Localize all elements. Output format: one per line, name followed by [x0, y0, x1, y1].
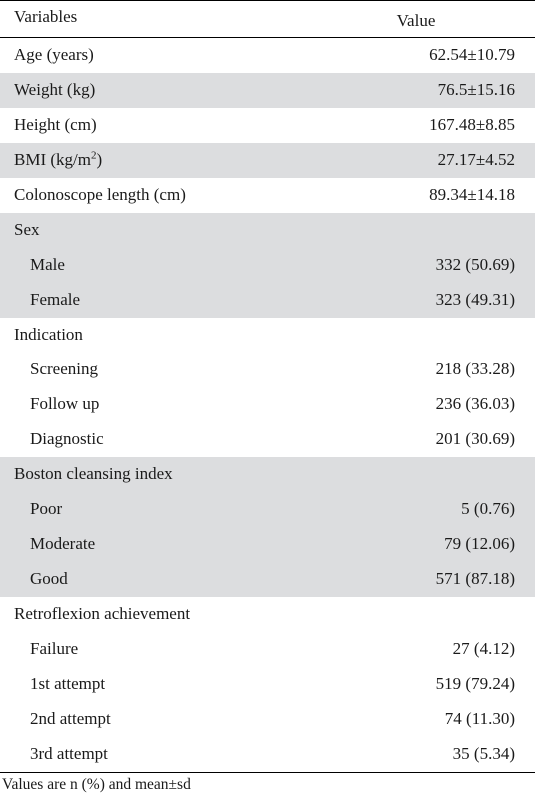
value-cell: 79 (12.06): [337, 527, 535, 562]
variable-label: Female: [0, 283, 337, 318]
col-header-variables: Variables: [0, 1, 337, 38]
value-cell: [337, 318, 535, 353]
variable-label: Height (cm): [0, 108, 337, 143]
value-cell: 236 (36.03): [337, 387, 535, 422]
value-cell: 74 (11.30): [337, 702, 535, 737]
table-row: Poor5 (0.76): [0, 492, 535, 527]
variable-label: Male: [0, 248, 337, 283]
value-cell: 27 (4.12): [337, 632, 535, 667]
value-cell: 76.5±15.16: [337, 73, 535, 108]
group-header-row: Indication: [0, 318, 535, 353]
group-header-row: Boston cleansing index: [0, 457, 535, 492]
variable-label: Moderate: [0, 527, 337, 562]
variable-label: Weight (kg): [0, 73, 337, 108]
variable-label: 1st attempt: [0, 667, 337, 702]
variable-label: Age (years): [0, 38, 337, 73]
variable-label: 3rd attempt: [0, 737, 337, 772]
table-row: 2nd attempt74 (11.30): [0, 702, 535, 737]
value-cell: [337, 213, 535, 248]
variable-label: Poor: [0, 492, 337, 527]
table-row: Follow up236 (36.03): [0, 387, 535, 422]
col-header-value: Value: [337, 1, 535, 38]
table-row: Screening218 (33.28): [0, 352, 535, 387]
value-cell: [337, 597, 535, 632]
value-cell: 218 (33.28): [337, 352, 535, 387]
table-header-row: Variables Value: [0, 1, 535, 38]
table-row: 3rd attempt35 (5.34): [0, 737, 535, 772]
variable-label: BMI (kg/m2): [0, 143, 337, 178]
value-cell: 5 (0.76): [337, 492, 535, 527]
table-row: Moderate79 (12.06): [0, 527, 535, 562]
table-row: Good571 (87.18): [0, 562, 535, 597]
value-cell: [337, 457, 535, 492]
variable-label: Screening: [0, 352, 337, 387]
table-row: BMI (kg/m2)27.17±4.52: [0, 143, 535, 178]
value-cell: 201 (30.69): [337, 422, 535, 457]
table-row: Female323 (49.31): [0, 283, 535, 318]
value-cell: 323 (49.31): [337, 283, 535, 318]
variable-label: Good: [0, 562, 337, 597]
variable-label: Diagnostic: [0, 422, 337, 457]
value-cell: 332 (50.69): [337, 248, 535, 283]
group-header-row: Sex: [0, 213, 535, 248]
table-footnote: Values are n (%) and mean±sd: [0, 773, 535, 794]
value-cell: 571 (87.18): [337, 562, 535, 597]
table-row: Height (cm)167.48±8.85: [0, 108, 535, 143]
value-cell: 89.34±14.18: [337, 178, 535, 213]
table-row: Male332 (50.69): [0, 248, 535, 283]
group-label: Indication: [0, 318, 337, 353]
table-row: Age (years)62.54±10.79: [0, 38, 535, 73]
variable-label: Follow up: [0, 387, 337, 422]
variable-label: Colonoscope length (cm): [0, 178, 337, 213]
value-cell: 519 (79.24): [337, 667, 535, 702]
variable-label: 2nd attempt: [0, 702, 337, 737]
table-body: Age (years)62.54±10.79Weight (kg)76.5±15…: [0, 38, 535, 773]
table-row: Failure27 (4.12): [0, 632, 535, 667]
table-row: Colonoscope length (cm)89.34±14.18: [0, 178, 535, 213]
group-header-row: Retroflexion achievement: [0, 597, 535, 632]
value-cell: 35 (5.34): [337, 737, 535, 772]
table-row: 1st attempt519 (79.24): [0, 667, 535, 702]
group-label: Retroflexion achievement: [0, 597, 337, 632]
group-label: Sex: [0, 213, 337, 248]
group-label: Boston cleansing index: [0, 457, 337, 492]
variable-label: Failure: [0, 632, 337, 667]
demographics-table: Variables Value Age (years)62.54±10.79We…: [0, 0, 535, 773]
table-row: Diagnostic201 (30.69): [0, 422, 535, 457]
value-cell: 27.17±4.52: [337, 143, 535, 178]
value-cell: 62.54±10.79: [337, 38, 535, 73]
value-cell: 167.48±8.85: [337, 108, 535, 143]
table-row: Weight (kg)76.5±15.16: [0, 73, 535, 108]
